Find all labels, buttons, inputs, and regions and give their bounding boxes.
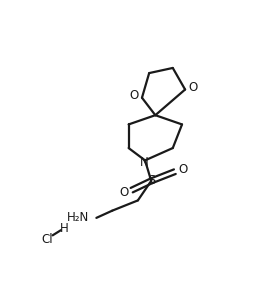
Text: O: O (189, 81, 198, 94)
Text: H: H (60, 222, 69, 235)
Text: O: O (178, 163, 187, 176)
Text: S: S (147, 174, 155, 187)
Text: N: N (140, 156, 149, 169)
Text: O: O (129, 89, 138, 102)
Text: O: O (119, 186, 129, 199)
Text: Cl: Cl (41, 233, 53, 246)
Text: H₂N: H₂N (67, 211, 90, 224)
